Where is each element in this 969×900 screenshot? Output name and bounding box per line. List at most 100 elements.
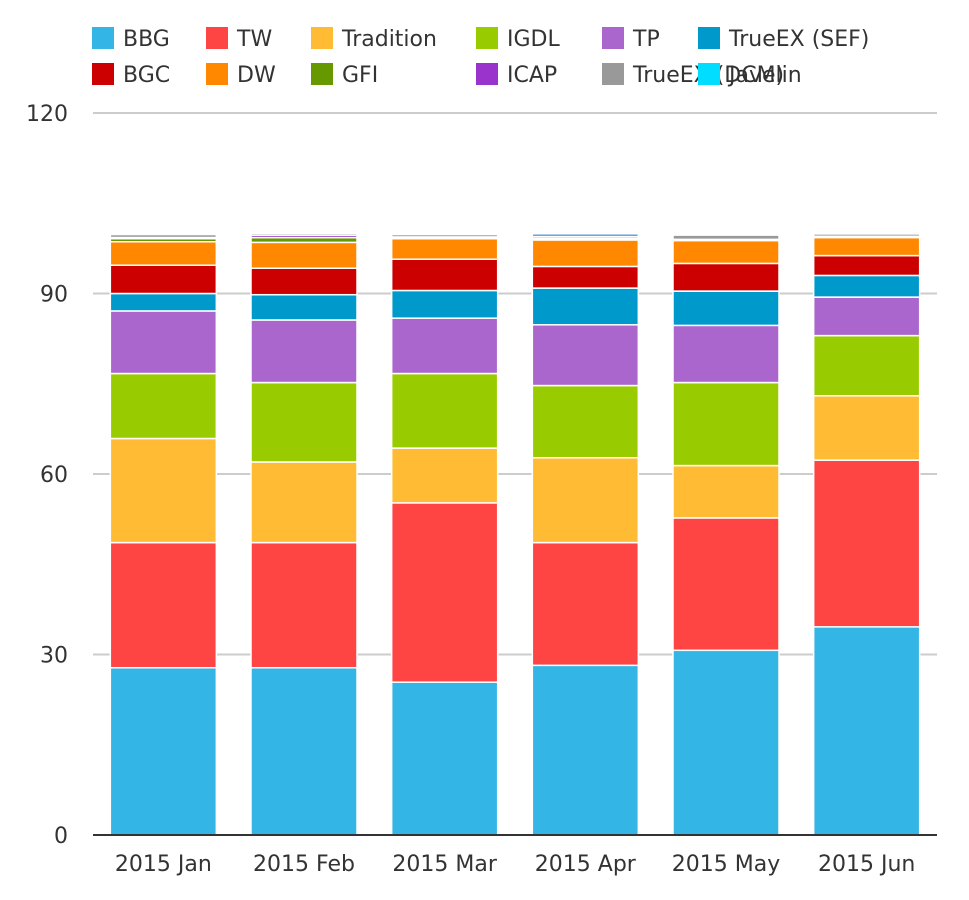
legend-swatch xyxy=(311,27,333,49)
legend-item-tradition[interactable]: Tradition xyxy=(311,27,437,52)
bar-dw-2015-may xyxy=(672,239,780,265)
bar-tw-2015-mar xyxy=(390,502,499,683)
legend-label: TP xyxy=(632,27,660,52)
legend-item-javelin[interactable]: Javelin xyxy=(698,63,802,88)
bar-igdl-2015-jan xyxy=(109,372,218,440)
bar-tw-2015-jun xyxy=(812,459,921,628)
legend-swatch xyxy=(92,27,114,49)
bar-tp-2015-apr xyxy=(531,324,640,387)
bar-bgc-2015-jun xyxy=(812,254,921,277)
y-tick-label: 120 xyxy=(26,102,68,127)
bar-igdl-2015-jun xyxy=(812,334,921,397)
legend-label: GFI xyxy=(342,63,378,88)
legend-swatch xyxy=(92,63,114,85)
bar-bgc-2015-feb xyxy=(250,267,358,296)
bar-bbg-2015-may xyxy=(672,649,780,836)
bar-bgc-2015-mar xyxy=(390,258,499,292)
bar-dw-2015-mar xyxy=(390,237,499,260)
bar-bbg-2015-jun xyxy=(812,626,921,836)
legend-swatch xyxy=(476,63,498,85)
bar-bbg-2015-apr xyxy=(531,664,640,836)
legend-label: TW xyxy=(236,27,272,52)
legend-label: IGDL xyxy=(507,27,560,52)
bar-trueex-sef-2015-mar xyxy=(390,289,499,319)
bar-trueex-sef-2015-may xyxy=(672,290,780,327)
bar-tp-2015-may xyxy=(672,324,780,384)
bar-igdl-2015-feb xyxy=(250,381,358,463)
bar-tp-2015-feb xyxy=(250,319,358,384)
legend-item-icap[interactable]: ICAP xyxy=(476,63,557,88)
bar-trueex-dcm-2015-feb xyxy=(250,232,358,236)
x-tick-label: 2015 Apr xyxy=(535,852,637,877)
bar-tradition-2015-mar xyxy=(390,447,499,504)
bar-tw-2015-jan xyxy=(109,541,218,669)
legend-label: DW xyxy=(237,63,276,88)
legend-item-tp[interactable]: TP xyxy=(602,27,660,52)
bar-trueex-sef-2015-jan xyxy=(109,292,218,312)
bar-dw-2015-jun xyxy=(812,236,921,257)
legend-label: ICAP xyxy=(507,63,557,88)
bar-tw-2015-feb xyxy=(250,541,358,669)
legend-swatch xyxy=(698,27,720,49)
legend-item-gfi[interactable]: GFI xyxy=(311,63,378,88)
y-tick-label: 30 xyxy=(40,644,68,669)
x-tick-label: 2015 Mar xyxy=(392,852,497,877)
bar-stack-2015-feb xyxy=(250,232,358,836)
bar-stack-2015-jun xyxy=(812,233,921,836)
bar-trueex-sef-2015-apr xyxy=(531,287,640,326)
bar-tradition-2015-feb xyxy=(250,461,358,544)
bar-tradition-2015-may xyxy=(672,464,780,519)
bar-tw-2015-apr xyxy=(531,541,640,667)
x-axis-tick-labels: 2015 Jan 2015 Feb 2015 Mar 2015 Apr 2015 May… xyxy=(115,852,915,877)
bar-igdl-2015-mar xyxy=(390,372,499,449)
bar-bbg-2015-jan xyxy=(109,666,218,836)
bar-tp-2015-mar xyxy=(390,317,499,375)
legend-item-bbg[interactable]: BBG xyxy=(92,27,170,52)
bar-stack-2015-apr xyxy=(531,233,640,836)
legend: BBG TW Tradition IGDL TP TrueEX (SEF) BGC DW GFI… xyxy=(92,27,869,88)
legend-swatch xyxy=(698,63,720,85)
bar-stack-2015-mar xyxy=(390,233,499,836)
bar-bbg-2015-feb xyxy=(250,666,358,836)
legend-item-tw[interactable]: TW xyxy=(206,27,272,52)
bar-dw-2015-jan xyxy=(109,241,218,266)
bar-trueex-sef-2015-jun xyxy=(812,274,921,298)
legend-item-igdl[interactable]: IGDL xyxy=(476,27,560,52)
legend-label: Tradition xyxy=(341,27,437,52)
legend-item-dw[interactable]: DW xyxy=(206,63,276,88)
bar-tradition-2015-apr xyxy=(531,457,640,544)
bar-trueex-sef-2015-feb xyxy=(250,293,358,321)
bar-javelin-2015-apr xyxy=(531,233,640,238)
legend-label: BBG xyxy=(123,27,170,52)
bar-bgc-2015-may xyxy=(672,262,780,292)
bar-trueex-dcm-2015-jan xyxy=(109,233,218,239)
bar-trueex-dcm-2015-jun xyxy=(812,233,921,238)
x-tick-label: 2015 Feb xyxy=(253,852,355,877)
gridlines xyxy=(93,112,937,656)
y-tick-label: 0 xyxy=(54,824,68,849)
legend-label: TrueEX (SEF) xyxy=(728,27,869,52)
legend-label: Javelin xyxy=(727,63,802,88)
bars xyxy=(109,232,921,836)
y-tick-label: 90 xyxy=(40,283,68,308)
legend-item-trueex-sef[interactable]: TrueEX (SEF) xyxy=(698,27,869,52)
legend-swatch xyxy=(602,27,624,49)
x-tick-label: 2015 Jun xyxy=(818,852,915,877)
bar-bgc-2015-jan xyxy=(109,264,218,295)
legend-swatch xyxy=(206,63,228,85)
bar-igdl-2015-apr xyxy=(531,384,640,459)
bar-tp-2015-jun xyxy=(812,296,921,337)
legend-swatch xyxy=(206,27,228,49)
bar-stack-2015-may xyxy=(672,234,780,836)
bar-tp-2015-jan xyxy=(109,310,218,375)
x-tick-label: 2015 Jan xyxy=(115,852,212,877)
bar-trueex-dcm-2015-mar xyxy=(390,233,499,238)
bar-stack-2015-jan xyxy=(109,233,218,836)
legend-item-bgc[interactable]: BGC xyxy=(92,63,170,88)
bar-igdl-2015-may xyxy=(672,381,780,467)
bar-trueex-dcm-2015-may xyxy=(672,234,780,241)
bar-bbg-2015-mar xyxy=(390,681,499,836)
bar-tradition-2015-jun xyxy=(812,395,921,461)
bar-tw-2015-may xyxy=(672,517,780,652)
